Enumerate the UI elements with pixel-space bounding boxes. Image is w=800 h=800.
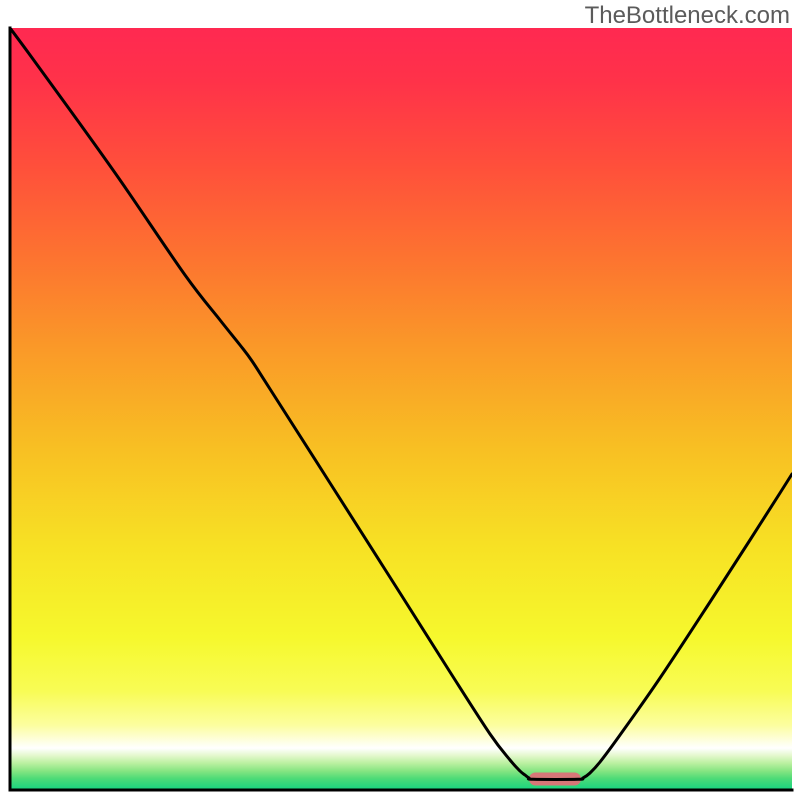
bottleneck-chart [0,0,800,800]
chart-container: TheBottleneck.com [0,0,800,800]
gradient-background [10,28,792,790]
watermark-label: TheBottleneck.com [585,2,790,30]
